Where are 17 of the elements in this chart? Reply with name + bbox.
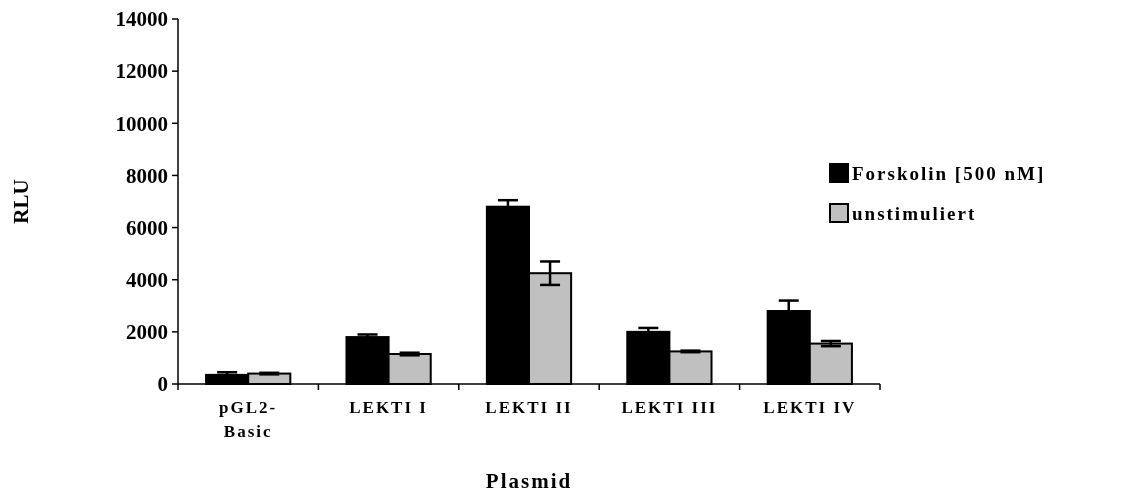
y-tick-label: 6000 — [126, 215, 168, 240]
x-tick-label: LEKTI IV — [763, 398, 857, 417]
y-axis-title: RLU — [9, 179, 33, 224]
x-tick-label: LEKTI II — [485, 398, 573, 417]
y-tick-label: 0 — [157, 372, 168, 397]
y-tick-label: 4000 — [126, 268, 168, 293]
x-tick-label: LEKTI III — [621, 398, 718, 417]
y-tick-label: 12000 — [115, 59, 168, 84]
legend-label: unstimuliert — [852, 203, 977, 224]
legend-label: Forskolin [500 nM] — [852, 163, 1046, 184]
y-tick-label: 8000 — [126, 163, 168, 188]
x-tick-label: LEKTI I — [349, 398, 428, 417]
y-tick-label: 14000 — [115, 7, 168, 32]
y-tick-label: 10000 — [115, 111, 168, 136]
y-tick-label: 2000 — [126, 320, 168, 345]
x-tick-label: pGL2-Basic — [219, 398, 278, 441]
x-axis-title: Plasmid — [485, 469, 573, 493]
